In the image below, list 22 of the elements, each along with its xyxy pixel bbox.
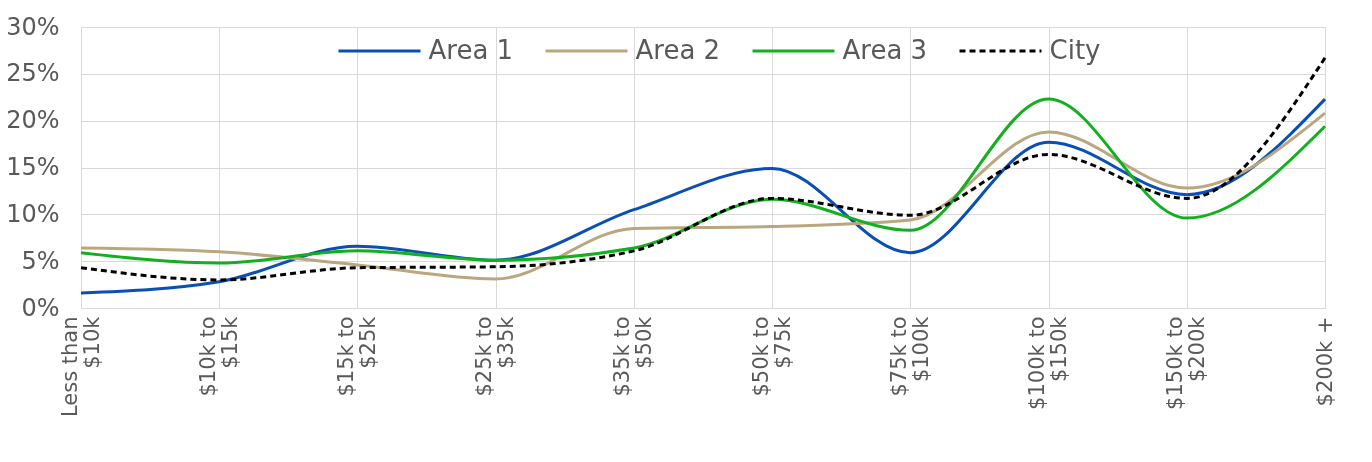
x-tick-label: $100k to $150k <box>1025 315 1072 410</box>
x-tick-label: $200k + <box>1312 316 1337 407</box>
x-tick-label: $150k to $200k <box>1163 315 1210 410</box>
legend-label: Area 1 <box>428 35 514 65</box>
legend-label: Area 3 <box>842 35 928 65</box>
y-tick-label: 15% <box>6 153 60 181</box>
y-tick-label: 0% <box>21 293 60 322</box>
x-tick-label: $35k to $50k <box>610 315 657 397</box>
y-tick-label: 10% <box>6 199 60 228</box>
y-tick-label: 5% <box>21 246 60 275</box>
line-series <box>79 97 1327 265</box>
x-tick-label: Less than $10k <box>57 315 104 418</box>
legend-label: Area 2 <box>635 35 721 65</box>
x-tick-label: $50k to $75k <box>748 315 795 397</box>
x-tick-label: $10k to $15k <box>195 315 242 397</box>
x-tick-label: $15k to $25k <box>333 315 380 397</box>
x-tick-label: $25k to $35k <box>472 315 519 397</box>
legend-label: City <box>1049 35 1101 65</box>
y-tick-label: 20% <box>6 106 60 135</box>
x-tick-label: $75k to $100k <box>886 315 933 397</box>
y-tick-label: 30% <box>6 12 60 41</box>
y-tick-label: 25% <box>6 59 60 88</box>
